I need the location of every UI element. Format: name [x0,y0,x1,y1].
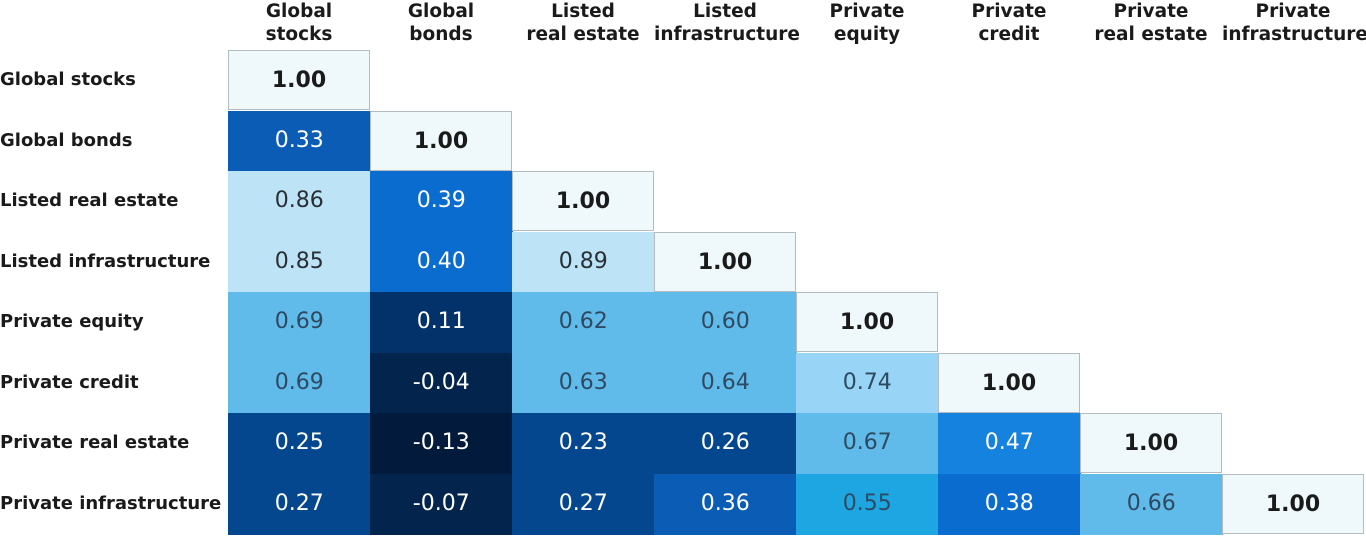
correlation-cell: 0.55 [796,473,939,535]
column-header-line: stocks [265,24,333,45]
correlation-cell: -0.04 [370,352,513,414]
row-header: Listed infrastructure [0,250,211,272]
correlation-cell: 0.27 [228,473,371,535]
column-header: Listed infrastructure [654,0,800,46]
column-header: Private infrastructure [1222,0,1366,46]
column-header-line: Private [1255,1,1331,22]
correlation-cell: 0.33 [228,110,371,172]
row-header: Private equity [0,311,144,332]
column-header-line: infrastructure [654,24,800,45]
row-header: Private infrastructure [0,492,222,514]
column-header-line: credit [978,24,1040,45]
correlation-cell: 0.67 [796,413,939,474]
column-header-line: bonds [409,24,473,45]
correlation-cell: 0.74 [796,352,939,414]
column-header: Private equity [796,0,938,46]
correlation-cell: 0.86 [228,171,371,232]
correlation-cell: -0.07 [370,473,513,535]
correlation-cell: 0.36 [654,473,797,535]
diagonal-cell: 1.00 [228,50,370,110]
correlation-cell: 0.62 [512,292,655,353]
correlation-cell: 0.89 [512,231,655,293]
column-header: Global stocks [228,0,370,46]
row-header: Listed real estate [0,190,179,211]
correlation-cell: 0.40 [370,231,513,293]
correlation-cell: 0.39 [370,171,513,232]
correlation-cell: 0.38 [938,473,1081,535]
row-header: Private credit [0,371,139,393]
column-header-line: equity [833,24,901,45]
diagonal-cell: 1.00 [796,292,938,352]
column-header-line: Private [829,1,905,22]
diagonal-cell: 1.00 [1222,473,1364,534]
column-header-line: infrastructure [1222,24,1366,45]
column-header-line: Global [265,1,333,22]
column-header: Private credit [938,0,1080,46]
correlation-cell: 0.63 [512,352,655,414]
correlation-cell: 0.27 [512,473,655,535]
correlation-cell: 0.26 [654,413,797,474]
column-header: Global bonds [370,0,512,46]
correlation-cell: 0.69 [228,292,371,353]
diagonal-cell: 1.00 [370,110,512,171]
column-header-line: Private [971,1,1047,22]
correlation-cell: 0.66 [1080,473,1223,535]
correlation-cell: 0.60 [654,292,797,353]
correlation-cell: 0.25 [228,413,371,474]
column-header: Listed real estate [512,0,654,46]
correlation-cell: 0.47 [938,413,1081,474]
correlation-cell: 0.85 [228,231,371,293]
correlation-cell: 0.69 [228,352,371,414]
diagonal-cell: 1.00 [1080,413,1222,473]
diagonal-cell: 1.00 [512,171,654,231]
column-header: Private real estate [1080,0,1222,46]
column-header-line: Listed [551,1,615,22]
column-header-line: Private [1113,1,1189,22]
row-header: Global stocks [0,69,136,90]
correlation-cell: -0.13 [370,413,513,474]
diagonal-cell: 1.00 [938,352,1080,413]
correlation-cell: 0.11 [370,292,513,353]
column-header-line: Global [407,1,475,22]
correlation-cell: 0.64 [654,352,797,414]
diagonal-cell: 1.00 [654,231,796,292]
column-header-line: Listed [693,1,757,22]
correlation-cell: 0.23 [512,413,655,474]
column-header-line: real estate [526,24,640,45]
column-header-line: real estate [1094,24,1208,45]
row-header: Private real estate [0,432,190,453]
row-header: Global bonds [0,129,133,151]
